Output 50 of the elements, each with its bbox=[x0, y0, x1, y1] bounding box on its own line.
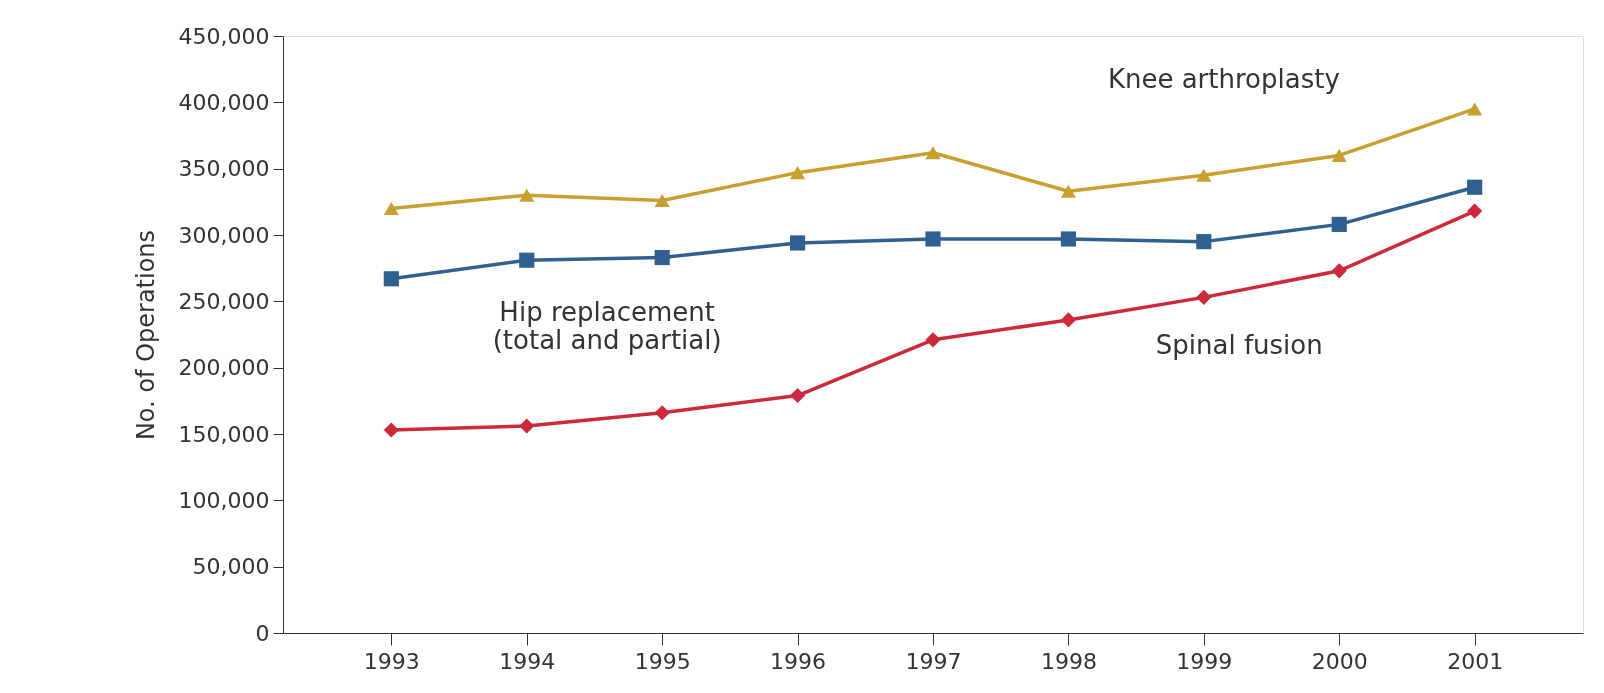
point bbox=[1467, 203, 1483, 219]
point bbox=[383, 271, 399, 287]
x-tick-label: 1995 bbox=[634, 648, 691, 674]
point bbox=[654, 405, 670, 421]
x-tick-label: 2000 bbox=[1311, 648, 1368, 674]
y-tick-label: 150,000 bbox=[178, 421, 270, 447]
x-tick-label: 1994 bbox=[499, 648, 556, 674]
y-tick-label: 200,000 bbox=[178, 355, 270, 381]
point bbox=[1196, 168, 1212, 182]
point bbox=[519, 418, 535, 434]
y-tick-label: 350,000 bbox=[178, 156, 270, 182]
point bbox=[1467, 179, 1483, 195]
point bbox=[1196, 234, 1212, 250]
point bbox=[925, 332, 941, 348]
point bbox=[519, 252, 535, 268]
text: Knee arthroplasty bbox=[1107, 64, 1340, 95]
point bbox=[1331, 216, 1347, 232]
point bbox=[1196, 289, 1212, 305]
y-tick-label: 450,000 bbox=[178, 23, 270, 49]
y-tick-label: 300,000 bbox=[178, 222, 270, 248]
y-tick-label: 0 bbox=[255, 620, 270, 646]
point bbox=[519, 188, 535, 202]
series-label: Hip replacement (total and partial) bbox=[492, 296, 722, 355]
point bbox=[790, 235, 806, 251]
y-tick-label: 400,000 bbox=[178, 89, 270, 115]
point bbox=[1331, 148, 1347, 162]
point bbox=[654, 249, 670, 266]
point bbox=[790, 166, 806, 180]
x-tick-label: 1996 bbox=[770, 648, 827, 674]
x-tick-label: 1999 bbox=[1176, 648, 1233, 674]
y-tick-label: 250,000 bbox=[178, 288, 270, 314]
point bbox=[383, 201, 399, 216]
point bbox=[383, 422, 399, 438]
point bbox=[925, 146, 941, 160]
series-label: Spinal fusion bbox=[1155, 329, 1323, 360]
point bbox=[1331, 263, 1347, 279]
point bbox=[654, 193, 670, 208]
y-axis-title: No. of Operations bbox=[131, 229, 160, 441]
x-tick-label: 1998 bbox=[1040, 648, 1097, 674]
x-tick-label: 2001 bbox=[1447, 648, 1504, 674]
y-tick-label: 50,000 bbox=[192, 554, 270, 580]
point bbox=[1060, 231, 1076, 247]
point bbox=[1467, 102, 1483, 116]
point bbox=[790, 387, 806, 404]
point bbox=[1060, 184, 1076, 198]
x-tick-label: 1993 bbox=[363, 648, 420, 674]
y-tick-label: 100,000 bbox=[178, 487, 270, 513]
point bbox=[925, 231, 941, 247]
point bbox=[1060, 312, 1076, 328]
x-tick-label: 1997 bbox=[905, 648, 962, 674]
